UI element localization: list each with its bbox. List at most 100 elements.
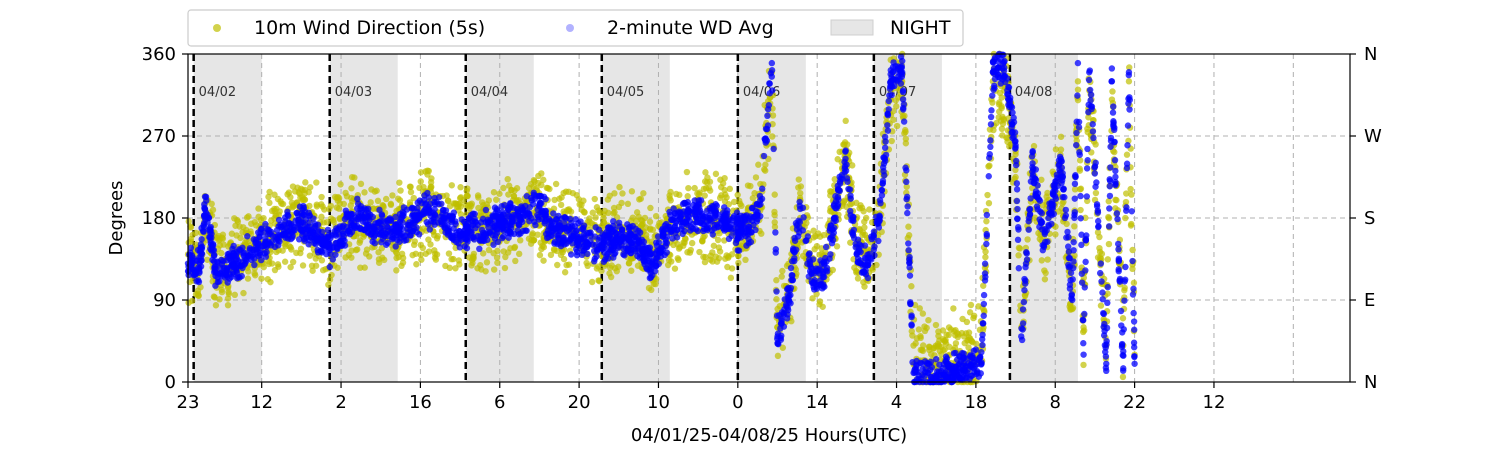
data-point (252, 272, 259, 279)
data-point (357, 264, 364, 271)
data-point (855, 245, 863, 252)
data-point (915, 326, 923, 333)
data-point (1057, 133, 1065, 140)
data-point (1083, 232, 1090, 239)
data-point (448, 217, 456, 224)
data-point (348, 247, 355, 254)
data-point (680, 239, 687, 246)
data-point (742, 256, 749, 264)
data-point (703, 179, 711, 186)
data-point (1098, 278, 1105, 285)
data-point (1054, 182, 1062, 190)
data-point (724, 217, 731, 224)
data-point (289, 258, 297, 266)
data-point (902, 126, 909, 134)
data-point (841, 139, 849, 146)
data-point (1099, 295, 1106, 303)
data-point (236, 223, 243, 230)
data-point (1014, 205, 1021, 213)
data-point (297, 249, 304, 257)
data-point (595, 277, 602, 284)
data-point (561, 241, 568, 248)
data-point (329, 216, 337, 224)
data-point (378, 211, 385, 218)
data-point (908, 283, 915, 290)
data-point (983, 240, 990, 248)
data-point (772, 229, 779, 236)
data-point (668, 258, 675, 265)
data-point (260, 214, 267, 222)
day-label: 04/02 (199, 85, 236, 100)
data-point (476, 245, 483, 253)
data-point (534, 206, 541, 213)
data-point (1131, 360, 1138, 367)
data-point (1106, 183, 1114, 190)
data-point (1123, 151, 1131, 158)
data-point (827, 251, 834, 258)
data-point (565, 188, 572, 196)
data-point (1074, 78, 1082, 85)
data-point (1024, 236, 1031, 243)
data-point (1130, 339, 1138, 346)
data-point (244, 275, 252, 282)
data-point (1094, 207, 1102, 214)
data-point (964, 337, 971, 344)
data-point (684, 249, 691, 256)
data-point (375, 249, 382, 256)
day-label: 04/05 (607, 85, 644, 100)
data-point (721, 204, 728, 211)
data-point (608, 262, 615, 269)
data-point (188, 259, 196, 266)
data-point (431, 247, 438, 254)
data-point (1105, 198, 1112, 205)
data-point (600, 219, 608, 227)
data-point (985, 173, 992, 180)
data-point (1054, 174, 1061, 181)
data-point (619, 190, 626, 197)
data-point (348, 185, 355, 192)
data-point (445, 197, 452, 204)
data-point (224, 302, 232, 309)
data-point (1044, 256, 1051, 263)
data-point (284, 191, 291, 198)
data-point (1100, 310, 1108, 318)
data-point (967, 301, 975, 309)
data-point (501, 264, 509, 272)
data-point (752, 174, 760, 181)
data-point (987, 113, 995, 121)
data-point (965, 344, 972, 351)
data-point (885, 106, 892, 113)
data-point (255, 213, 262, 221)
data-point (482, 206, 490, 214)
data-point (628, 267, 635, 274)
data-point (397, 187, 404, 194)
data-point (464, 185, 471, 192)
data-point (446, 264, 453, 272)
data-point (1104, 283, 1112, 291)
data-point (616, 183, 623, 191)
data-point (842, 117, 849, 125)
data-point (983, 218, 990, 225)
data-point (606, 192, 613, 200)
data-point (1092, 189, 1100, 197)
data-point (1092, 183, 1099, 190)
data-point (234, 218, 242, 225)
data-point (1063, 220, 1070, 228)
data-point (984, 191, 991, 199)
data-point (1113, 196, 1120, 204)
data-point (902, 164, 909, 171)
data-point (806, 268, 814, 275)
data-point (829, 266, 836, 274)
data-point (1106, 192, 1114, 200)
data-point (266, 199, 273, 207)
data-point (916, 305, 923, 312)
data-point (728, 265, 736, 272)
data-point (307, 184, 314, 191)
data-point (392, 243, 399, 250)
data-point (1015, 244, 1023, 252)
data-point (552, 180, 560, 188)
data-point (932, 321, 940, 329)
data-point (969, 338, 976, 346)
data-point (809, 256, 817, 263)
data-point (732, 229, 740, 236)
